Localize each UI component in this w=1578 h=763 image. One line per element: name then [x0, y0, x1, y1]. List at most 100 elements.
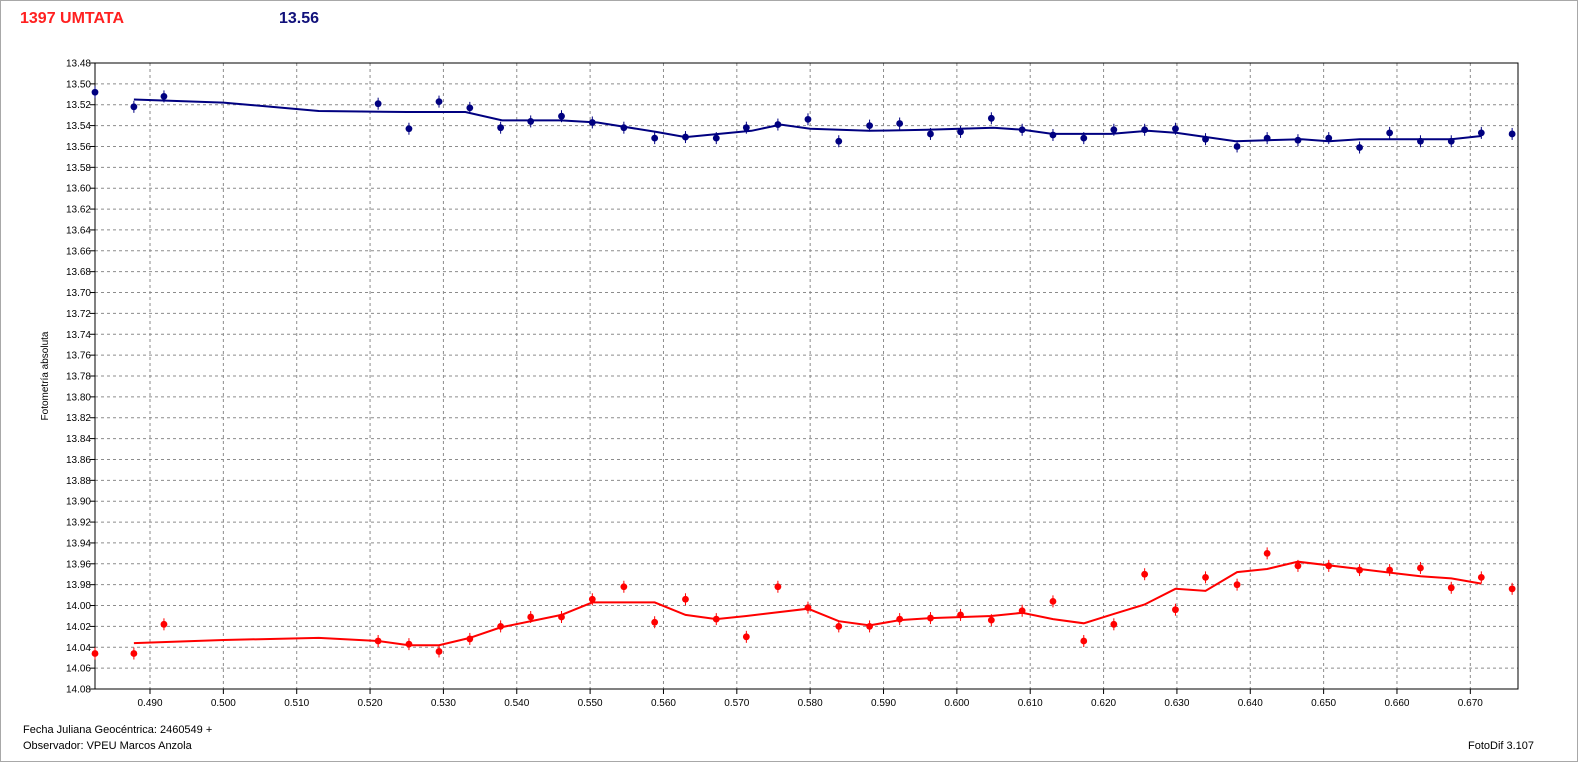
- data-point: [1110, 126, 1118, 134]
- data-point: [466, 104, 474, 112]
- data-point: [651, 618, 659, 626]
- y-tick-label: 13.72: [66, 309, 91, 320]
- data-point: [160, 620, 168, 628]
- data-point: [866, 122, 873, 129]
- x-tick-label: 0.490: [137, 698, 162, 709]
- data-point: [1018, 126, 1026, 134]
- data-point: [1080, 134, 1088, 142]
- data-point: [466, 635, 474, 643]
- data-point: [1263, 134, 1271, 142]
- data-point: [804, 115, 812, 123]
- y-tick-label: 13.84: [66, 434, 91, 445]
- data-point: [1080, 637, 1088, 645]
- x-tick-label: 0.590: [871, 698, 896, 709]
- object-name-title: 1397 UMTATA: [20, 10, 125, 27]
- y-tick-label: 13.50: [66, 79, 91, 90]
- y-tick-label: 13.68: [66, 267, 91, 278]
- x-tick-label: 0.560: [651, 698, 676, 709]
- data-point: [1202, 573, 1209, 581]
- y-tick-label: 13.74: [66, 330, 91, 341]
- x-tick-label: 0.540: [504, 698, 529, 709]
- x-tick-label: 0.500: [211, 698, 236, 709]
- y-tick-label: 13.76: [66, 351, 91, 362]
- data-point: [1294, 136, 1302, 144]
- data-point: [1508, 585, 1516, 593]
- y-tick-label: 13.54: [66, 121, 91, 132]
- data-point: [1417, 137, 1424, 145]
- data-point: [1356, 566, 1363, 574]
- data-point: [620, 124, 628, 132]
- y-tick-label: 14.06: [66, 664, 91, 675]
- julian-date-label: Fecha Juliana Geocéntrica: 2460549 +: [23, 724, 213, 736]
- data-point: [1356, 144, 1363, 151]
- y-tick-label: 13.62: [66, 205, 91, 216]
- y-tick-label: 13.92: [66, 518, 91, 529]
- data-point: [588, 119, 596, 126]
- y-tick-label: 13.98: [66, 580, 91, 591]
- x-tick-label: 0.670: [1458, 698, 1483, 709]
- data-point: [1172, 125, 1179, 133]
- data-point: [620, 583, 628, 591]
- data-point: [1202, 135, 1209, 143]
- x-tick-label: 0.510: [284, 698, 309, 709]
- data-point: [1447, 137, 1455, 145]
- y-tick-label: 13.86: [66, 455, 91, 466]
- x-tick-label: 0.640: [1238, 698, 1263, 709]
- data-point: [588, 595, 596, 603]
- y-tick-label: 13.96: [66, 559, 91, 570]
- data-point: [835, 137, 843, 145]
- data-point: [896, 615, 904, 623]
- x-tick-label: 0.570: [724, 698, 749, 709]
- data-point: [927, 130, 934, 138]
- y-tick-label: 13.48: [66, 59, 91, 70]
- data-point: [1263, 549, 1271, 557]
- data-point: [1447, 584, 1455, 592]
- data-point: [1172, 606, 1179, 614]
- x-tick-label: 0.580: [798, 698, 823, 709]
- data-point: [435, 648, 443, 655]
- data-point: [1477, 129, 1485, 137]
- y-tick-label: 13.88: [66, 476, 91, 487]
- data-point: [987, 114, 995, 122]
- y-tick-label: 14.04: [66, 643, 91, 654]
- data-point: [774, 583, 782, 591]
- y-tick-label: 13.70: [66, 288, 91, 299]
- x-tick-label: 0.650: [1311, 698, 1336, 709]
- y-tick-label: 14.00: [66, 601, 91, 612]
- data-point: [1049, 597, 1057, 605]
- y-axis-label: Fotometría absoluta: [40, 331, 51, 420]
- data-point: [405, 640, 413, 648]
- data-point: [1325, 134, 1333, 142]
- data-point: [1417, 564, 1424, 572]
- y-tick-label: 13.90: [66, 497, 91, 508]
- x-tick-label: 0.550: [578, 698, 603, 709]
- data-point: [1477, 573, 1485, 581]
- grid-lines: [95, 63, 1518, 689]
- data-point: [527, 118, 535, 125]
- data-point: [1386, 129, 1394, 137]
- data-point: [1233, 581, 1241, 589]
- software-version-label: FotoDif 3.107: [1468, 740, 1535, 752]
- data-point: [497, 623, 505, 630]
- data-point: [957, 128, 964, 136]
- x-tick-label: 0.620: [1091, 698, 1116, 709]
- data-point: [866, 623, 873, 630]
- data-point: [742, 124, 750, 132]
- data-point: [1049, 131, 1057, 139]
- y-tick-label: 13.78: [66, 372, 91, 383]
- y-tick-label: 13.66: [66, 246, 91, 257]
- x-tick-label: 0.660: [1384, 698, 1409, 709]
- series-1: [91, 86, 1516, 154]
- x-axis-ticks: 0.490 0.500 0.510 0.520 0.530 0.540 0.550 0.560…: [137, 689, 1483, 709]
- data-point: [987, 616, 995, 624]
- data-point: [527, 613, 535, 621]
- fit-line: [133, 560, 1482, 647]
- series-2: [91, 547, 1516, 660]
- data-point: [130, 103, 138, 111]
- data-point: [742, 633, 750, 641]
- magnitude-label: 13.56: [279, 10, 320, 27]
- fit-line: [133, 98, 1482, 143]
- data-point: [682, 595, 689, 603]
- data-point: [927, 614, 934, 622]
